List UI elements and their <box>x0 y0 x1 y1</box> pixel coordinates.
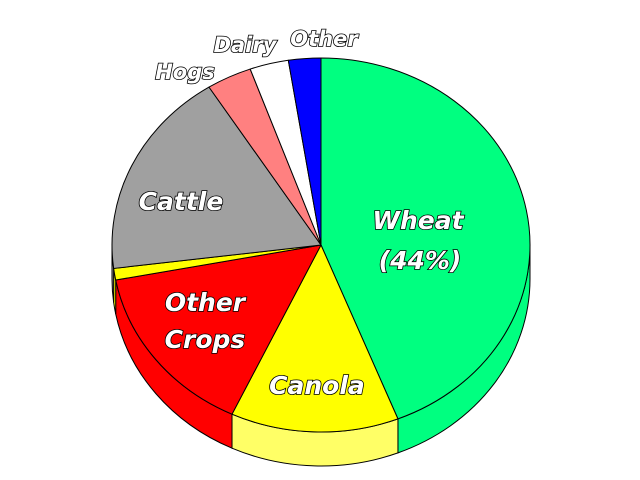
slice-label-cattle: Cattle <box>139 187 224 216</box>
slice-label-other: Other <box>290 27 359 51</box>
pie-slices <box>111 57 531 433</box>
slice-label-wheat-line2: (44%) <box>379 246 462 275</box>
pie-slice-wheat <box>320 57 531 420</box>
slice-label-other-crops-line2: Crops <box>165 325 246 354</box>
pie-labels: Wheat (44%) Canola Other Crops Cattle Hogs Dair… <box>138 26 466 401</box>
slice-label-wheat: Wheat <box>372 206 464 235</box>
pie-slice-other-crops <box>115 244 322 415</box>
slice-label-canola: Canola <box>269 371 365 400</box>
pie-slice-other <box>287 57 322 246</box>
slice-label-hogs: Hogs <box>155 60 215 84</box>
pie-slice-cattle <box>111 86 322 269</box>
pie-slice-canola <box>231 244 399 433</box>
slice-label-dairy: Dairy <box>214 33 278 57</box>
slice-label-other-crops: Other <box>165 288 247 317</box>
